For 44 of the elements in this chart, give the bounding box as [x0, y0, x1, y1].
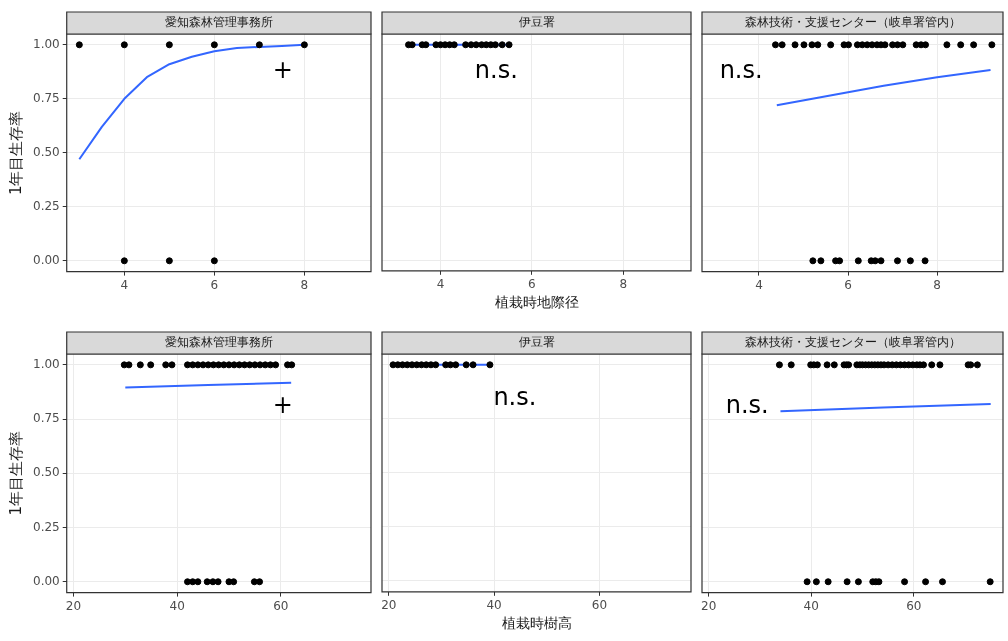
x-axis-title: 植栽時樹高 [501, 615, 572, 632]
x-tick-label: 20 [381, 598, 397, 613]
x-tick-label: 60 [906, 598, 922, 613]
annotation: + [272, 56, 293, 85]
y-tick-label: 0.00 [33, 573, 60, 588]
chart-title: 伊豆署 [518, 15, 555, 30]
x-tick-label: 40 [169, 598, 185, 613]
x-tick-label: 6 [210, 277, 219, 292]
x-tick-label: 20 [65, 598, 82, 613]
y-tick-label: 0.50 [33, 144, 60, 159]
y-tick-label: 1.00 [33, 356, 60, 371]
x-tick-label: 6 [528, 277, 536, 292]
y-tick-label: 0.75 [33, 90, 60, 105]
x-tick-label: 8 [619, 277, 628, 292]
chart-title: 森林技術・支援センター（岐阜署管内） [744, 335, 961, 350]
chart-title: 森林技術・支援センター（岐阜署管内） [744, 15, 961, 30]
x-tick-label: 4 [436, 277, 445, 292]
x-tick-label: 8 [300, 277, 309, 292]
chart-title: 伊豆署 [518, 335, 555, 350]
chart-title: 愛知森林管理事務所 [164, 335, 273, 350]
annotation: + [272, 390, 293, 419]
y-tick-label: 0.00 [33, 252, 60, 267]
y-tick-label: 0.75 [33, 411, 60, 426]
x-tick-label: 60 [591, 598, 608, 613]
x-tick-label: 40 [486, 598, 502, 613]
x-tick-label: 4 [755, 277, 763, 292]
annotation: n.s. [719, 56, 763, 85]
annotation: n.s. [474, 56, 518, 85]
x-tick-label: 4 [120, 277, 129, 292]
annotation: n.s. [725, 390, 769, 419]
y-axis-title: 1年目生存率 [6, 110, 25, 196]
y-tick-label: 0.25 [33, 519, 60, 534]
y-tick-label: 0.25 [33, 198, 60, 213]
x-tick-label: 8 [933, 277, 941, 292]
x-tick-label: 60 [273, 598, 289, 613]
chart-title: 愛知森林管理事務所 [164, 15, 273, 30]
y-tick-label: 0.50 [33, 465, 60, 480]
x-tick-label: 6 [844, 277, 852, 292]
y-axis-title: 1年目生存率 [6, 431, 25, 516]
y-tick-label: 1.00 [33, 36, 60, 51]
x-tick-label: 20 [701, 598, 717, 613]
x-tick-label: 40 [803, 598, 819, 613]
x-axis-title: 植栽時地際径 [494, 294, 579, 311]
annotation: n.s. [493, 383, 537, 412]
